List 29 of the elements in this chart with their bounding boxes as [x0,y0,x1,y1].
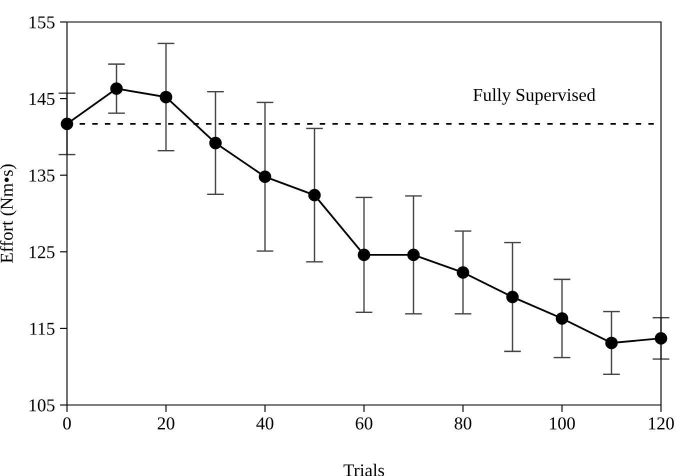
point [358,248,370,262]
x-tick-label: 20 [158,417,174,430]
x-tick-label: 80 [454,417,472,430]
x-tick-label: 120 [649,417,674,430]
y-tick-label: 155 [30,16,54,28]
y-tick-label: 135 [30,170,54,182]
x-tick-label: 0 [63,417,71,430]
y-tick-label: 115 [30,322,54,335]
point [258,170,272,183]
ref-line-label: Fully Supervised [473,88,596,105]
point [605,336,618,350]
x-tick-label: 40 [256,417,274,430]
y-tick-label: 145 [30,92,54,106]
point [506,290,519,304]
point [209,136,222,150]
point [60,118,74,130]
y-tick-label: 125 [30,246,54,258]
point [556,312,568,325]
x-tick-label: 100 [550,417,575,430]
point [110,82,123,95]
point [654,332,668,345]
point [308,188,321,202]
point [160,90,172,104]
x-axis-title: Trials [344,464,384,476]
x-tick-label: 60 [356,417,372,430]
y-tick-label: 105 [30,399,54,412]
point [407,248,420,262]
y-axis-title: Effort (Nm•s) [0,164,17,263]
point [456,266,470,279]
